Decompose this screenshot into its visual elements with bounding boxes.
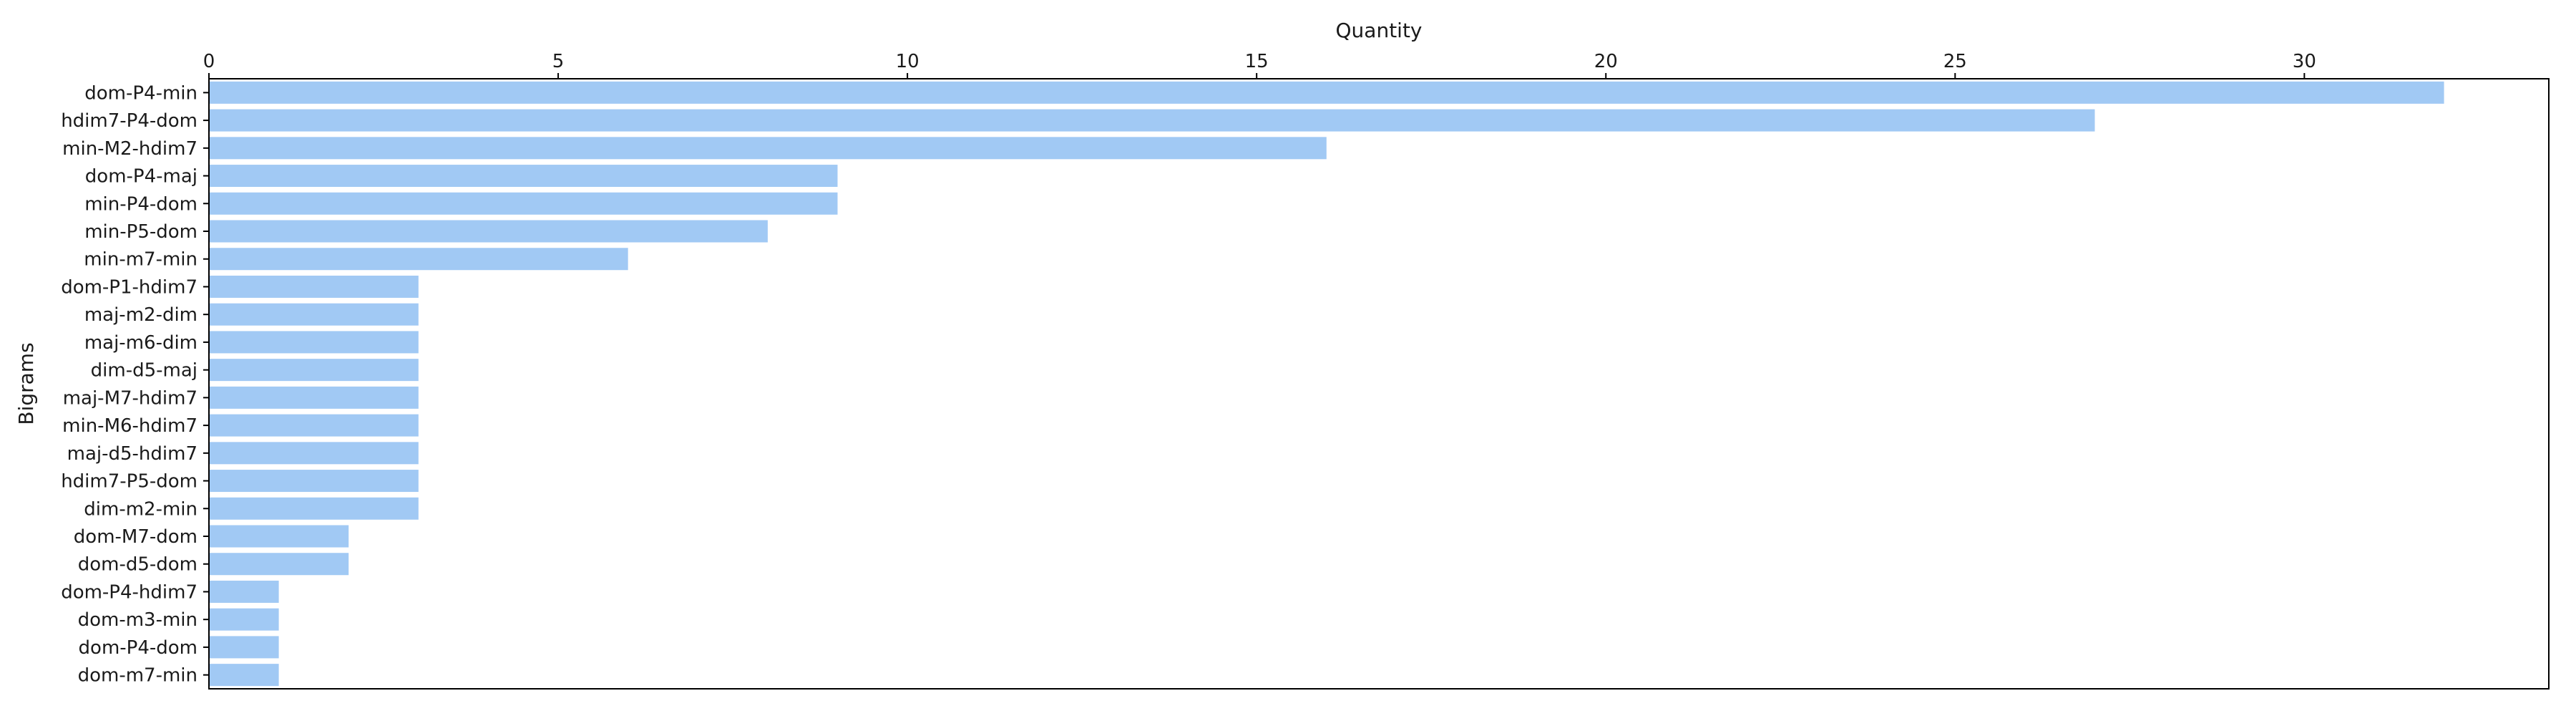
y-tick-label: maj-m2-dim [84, 304, 197, 326]
y-tick-label: min-P5-dom [84, 221, 197, 243]
y-tick-label: maj-d5-hdim7 [67, 443, 197, 465]
bar-min-M2-hdim7 [209, 137, 1327, 160]
y-tick-label: dim-m2-min [84, 498, 197, 520]
bar-dom-P4-dom [209, 636, 279, 659]
bar-dom-d5-dom [209, 553, 349, 576]
x-tick-label: 10 [896, 51, 919, 72]
y-tick-label: dom-M7-dom [74, 526, 197, 548]
bar-min-P4-dom [209, 192, 838, 215]
y-tick-label: dom-P4-hdim7 [61, 581, 197, 603]
bar-dom-P1-hdim7 [209, 275, 419, 298]
y-tick-label: min-m7-min [84, 249, 197, 271]
y-tick-label: dom-m3-min [78, 609, 197, 631]
bar-maj-m2-dim [209, 303, 419, 326]
bar-dom-m3-min [209, 608, 279, 631]
y-tick-label: min-M6-hdim7 [62, 415, 197, 437]
y-tick-label: min-M2-hdim7 [62, 138, 197, 160]
bar-maj-M7-hdim7 [209, 386, 419, 409]
bar-min-M6-hdim7 [209, 414, 419, 437]
y-tick-label: maj-M7-hdim7 [63, 387, 197, 409]
x-tick-label: 5 [552, 51, 565, 72]
bar-dim-d5-maj [209, 359, 419, 382]
y-tick-label: dom-P4-min [84, 82, 197, 104]
bar-min-P5-dom [209, 220, 768, 243]
y-tick-label: min-P4-dom [84, 193, 197, 215]
plot-frame [208, 78, 2550, 690]
bar-hdim7-P4-dom [209, 109, 2095, 132]
x-tick-label: 25 [1943, 51, 1967, 72]
x-tick-label: 20 [1594, 51, 1618, 72]
y-ticks-group: dom-P4-min hdim7-P4-dom min-M2-hdim7 dom-P4… [61, 82, 209, 687]
y-tick-label: dim-d5-maj [91, 360, 197, 382]
bar-hdim7-P5-dom [209, 470, 419, 493]
bar-maj-m6-dim [209, 331, 419, 354]
x-ticks-group: 0 5 10 15 20 25 30 [203, 51, 2316, 79]
bar-dom-P4-min [209, 81, 2444, 104]
y-axis-label: Bigrams [14, 342, 38, 425]
bar-dom-m7-min [209, 664, 279, 687]
bar-dim-m2-min [209, 497, 419, 520]
bar-dom-P4-hdim7 [209, 580, 279, 603]
y-tick-label: dom-d5-dom [78, 554, 197, 576]
bar-maj-d5-hdim7 [209, 442, 419, 465]
bar-dom-P4-maj [209, 165, 838, 188]
bar-min-m7-min [209, 248, 628, 271]
y-tick-label: dom-P4-maj [85, 166, 197, 188]
y-tick-label: hdim7-P5-dom [61, 471, 197, 493]
x-tick-label: 30 [2293, 51, 2316, 72]
y-tick-label: dom-m7-min [78, 665, 197, 687]
x-tick-label: 0 [203, 51, 215, 72]
y-tick-label: dom-P4-dom [79, 637, 197, 659]
bars-group [209, 81, 2444, 687]
y-tick-label: hdim7-P4-dom [61, 110, 197, 132]
x-tick-label: 15 [1245, 51, 1269, 72]
x-axis-label: Quantity [1336, 19, 1423, 42]
y-tick-label: maj-m6-dim [84, 332, 197, 354]
y-tick-label: dom-P1-hdim7 [61, 276, 197, 298]
bar-dom-M7-dom [209, 525, 349, 548]
